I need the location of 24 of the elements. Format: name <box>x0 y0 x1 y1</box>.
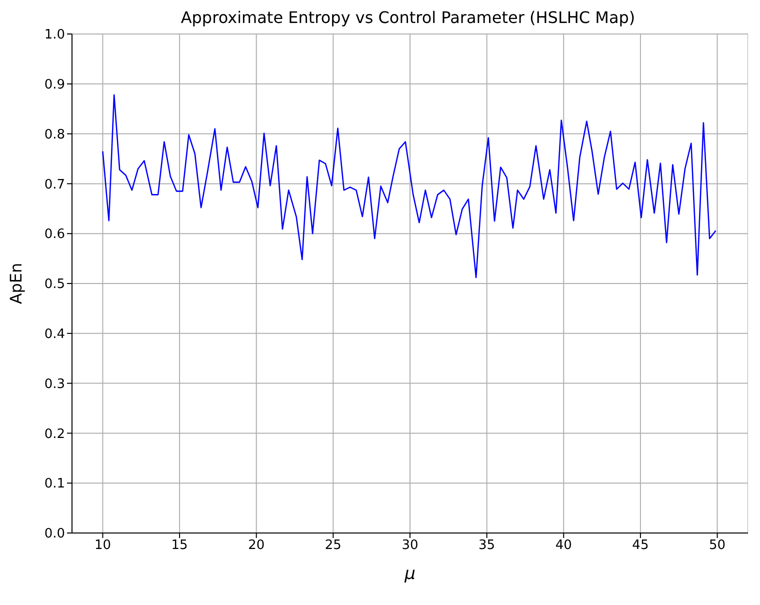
x-tick-label: 45 <box>632 538 649 554</box>
y-axis-title: ApEn <box>6 262 26 304</box>
y-tick-label: 0.7 <box>44 177 65 192</box>
x-tick-label: 20 <box>248 538 265 554</box>
x-tick-label: 10 <box>94 538 111 554</box>
x-tick-label: 40 <box>555 538 572 554</box>
x-tick-label: 15 <box>171 538 188 554</box>
y-tick-label: 0.3 <box>44 376 65 392</box>
line-series <box>102 94 716 278</box>
x-tick-label: 25 <box>324 538 342 554</box>
y-tick-label: 0.6 <box>44 227 65 242</box>
y-tick-label: 0.2 <box>44 426 65 442</box>
y-tick-label: 0.8 <box>44 127 65 142</box>
y-tick-label: 0.0 <box>44 526 65 542</box>
y-tick-label: 1.0 <box>44 28 65 43</box>
x-tick-label: 30 <box>402 538 418 554</box>
chart-title: Approximate Entropy vs Control Parameter (HSLHC Map) <box>180 8 636 27</box>
x-tick-label: 50 <box>709 538 726 554</box>
y-tick-label: 0.9 <box>44 78 65 93</box>
y-tick-label: 0.1 <box>44 476 65 492</box>
x-axis-title: μ <box>404 564 416 584</box>
x-tick-label: 35 <box>478 538 496 554</box>
y-tick-label: 0.5 <box>44 277 65 292</box>
y-tick-label: 0.4 <box>44 327 65 342</box>
